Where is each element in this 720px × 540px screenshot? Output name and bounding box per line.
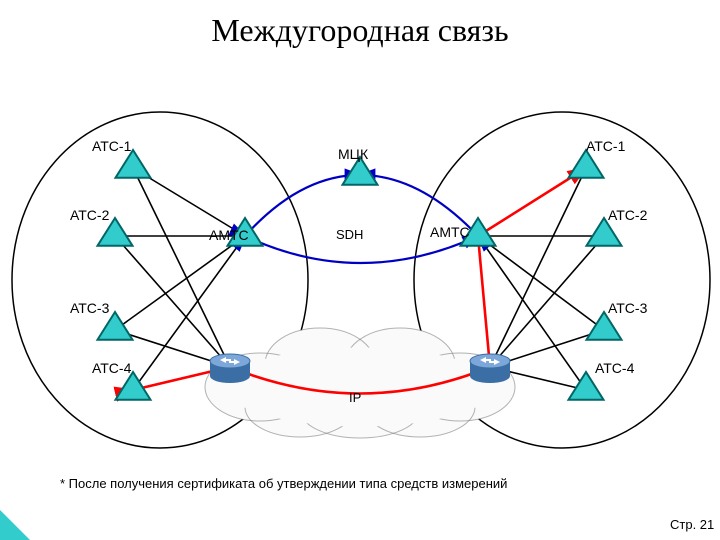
label-atc4_right: АТС-4 bbox=[595, 360, 634, 376]
label-amtc_right: АМТС bbox=[430, 224, 470, 240]
page-number: Стр. 21 bbox=[670, 517, 714, 532]
label-sdh: SDH bbox=[336, 227, 363, 242]
label-ip: IP bbox=[349, 390, 361, 405]
label-atc1_right: АТС-1 bbox=[586, 138, 625, 154]
footnote-text: * После получения сертификата об утвержд… bbox=[60, 476, 507, 491]
corner-decoration bbox=[0, 510, 30, 540]
label-atc1_left: АТС-1 bbox=[92, 138, 131, 154]
label-atc2_right: АТС-2 bbox=[608, 207, 647, 223]
network-diagram bbox=[0, 0, 720, 540]
label-mck: МЦК bbox=[338, 146, 368, 162]
label-atc4_left: АТС-4 bbox=[92, 360, 131, 376]
pagenum-text: Стр. 21 bbox=[670, 517, 714, 532]
label-atc2_left: АТС-2 bbox=[70, 207, 109, 223]
footnote: * После получения сертификата об утвержд… bbox=[60, 476, 507, 491]
label-atc3_right: АТС-3 bbox=[608, 300, 647, 316]
label-atc3_left: АТС-3 bbox=[70, 300, 109, 316]
label-amtc_left: АМТС bbox=[209, 227, 249, 243]
